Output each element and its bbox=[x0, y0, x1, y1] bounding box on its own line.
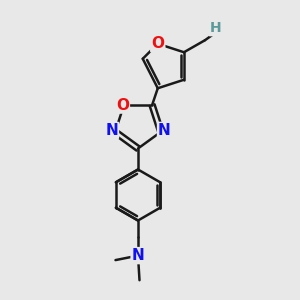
Text: O: O bbox=[151, 36, 164, 51]
Text: N: N bbox=[158, 123, 171, 138]
Text: N: N bbox=[132, 248, 144, 263]
Text: N: N bbox=[105, 123, 118, 138]
Text: H: H bbox=[210, 21, 221, 35]
Text: O: O bbox=[116, 98, 129, 112]
